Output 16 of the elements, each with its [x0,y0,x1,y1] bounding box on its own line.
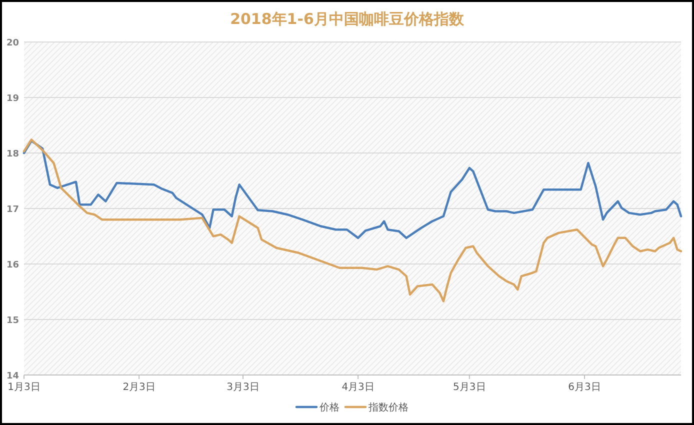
x-tick-label: 1月3日 [8,382,40,393]
x-tick-label: 6月3日 [568,382,601,393]
y-tick-label: 20 [6,38,19,48]
y-tick-label: 16 [6,260,19,270]
y-tick-label: 19 [6,94,19,104]
y-tick-label: 18 [6,150,19,160]
x-tick-label: 3月3日 [226,382,260,393]
title: 2018年1-6月中国咖啡豆价格指数 [230,10,464,28]
x-tick-label: 2月3日 [122,382,156,393]
y-tick-label: 14 [6,372,19,382]
legend-label: 指数价格 [368,402,408,414]
y-tick-label: 17 [6,205,19,215]
x-tick-label: 4月3日 [342,382,374,393]
x-tick-label: 5月3日 [453,382,486,393]
legend-label: 价格 [318,402,340,414]
y-tick-label: 15 [6,316,19,326]
